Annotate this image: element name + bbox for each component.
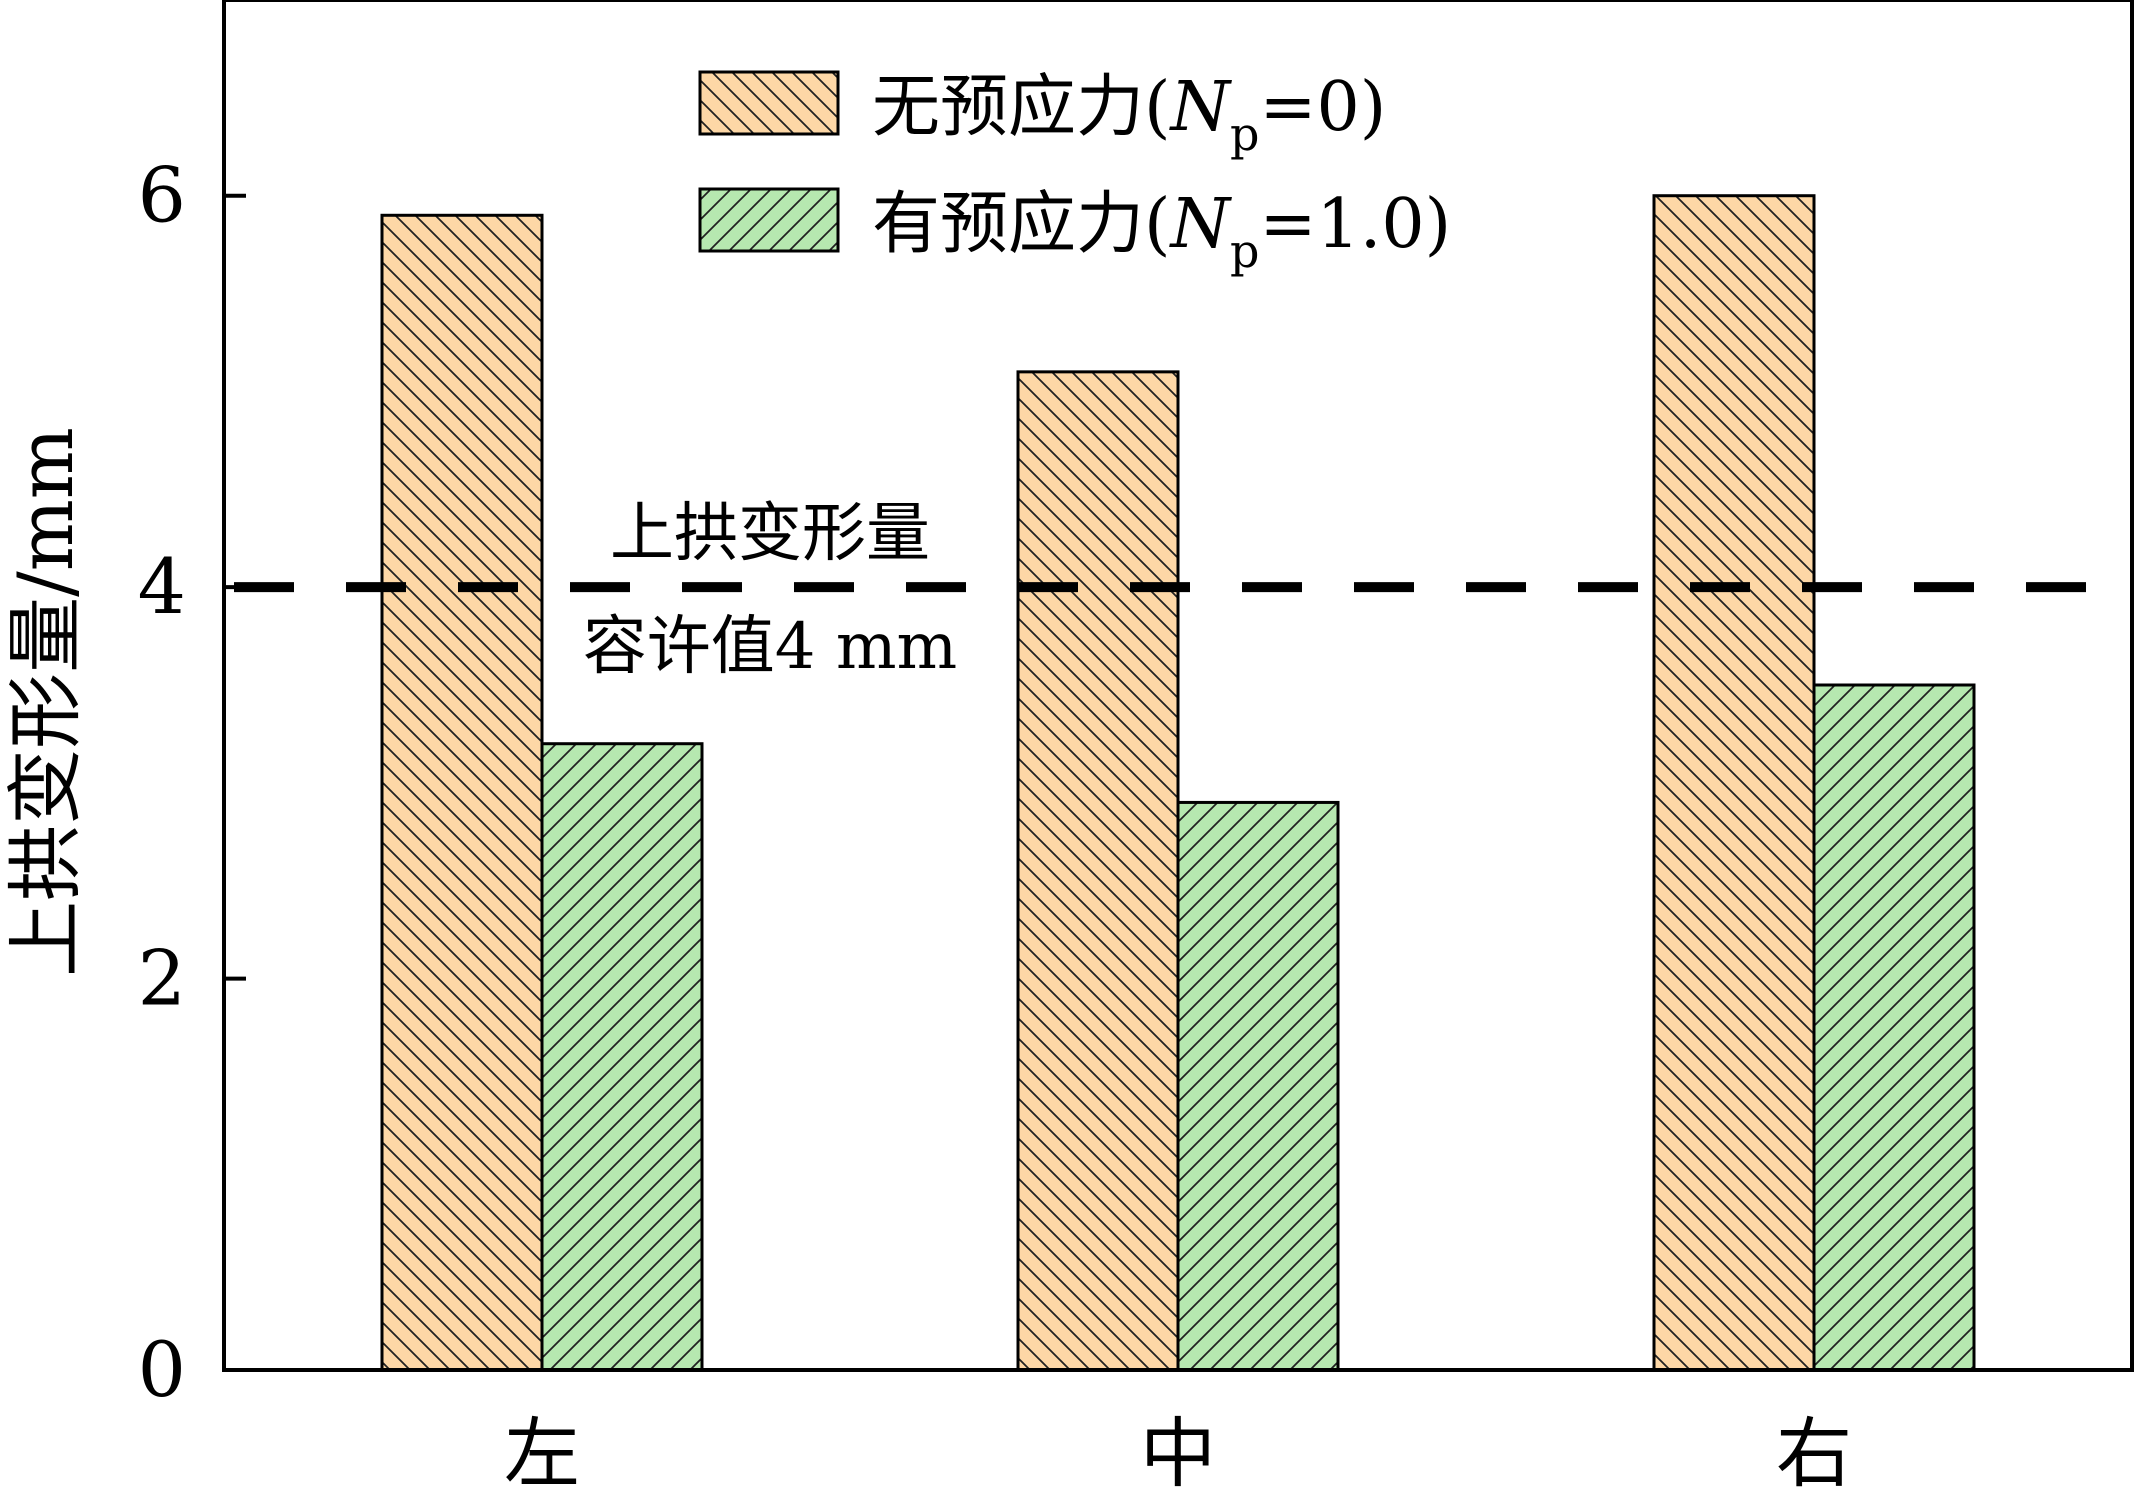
y-axis-ticks: 0 2 4 6 (138, 151, 246, 1414)
category-label: 左 (504, 1409, 580, 1493)
y-axis-label: 上拱变形量/mm (1, 427, 90, 977)
annotation-line-2: 容许值4 mm (583, 610, 957, 684)
legend-label: 有预应力(Np=1.0) (872, 185, 1451, 278)
bar-prestress-1 (1176, 800, 1340, 1372)
bar-no-prestress-1 (1016, 370, 1180, 1372)
category-label: 右 (1776, 1409, 1852, 1493)
bars (380, 194, 1976, 1372)
y-tick-label: 6 (138, 151, 186, 240)
legend-item: 无预应力(Np=0) (698, 68, 1386, 161)
legend: 无预应力(Np=0) 有预应力(Np=1.0) (698, 68, 1451, 278)
plot-area-frame (222, 0, 2134, 1372)
bar-no-prestress-2 (1652, 194, 1816, 1372)
bar-prestress-0 (540, 742, 704, 1372)
y-tick-label: 4 (138, 542, 186, 631)
bar-no-prestress-0 (380, 213, 544, 1372)
allowable-limit-annotation: 上拱变形量 容许值4 mm (583, 497, 957, 684)
y-tick-label: 0 (138, 1325, 186, 1414)
bar-prestress-2 (1812, 683, 1976, 1372)
legend-label: 无预应力(Np=0) (872, 68, 1386, 161)
y-tick-label: 2 (138, 934, 186, 1023)
legend-item: 有预应力(Np=1.0) (698, 185, 1451, 278)
category-label: 中 (1140, 1409, 1216, 1493)
annotation-line-1: 上拱变形量 (610, 497, 930, 571)
x-axis-categories: 左中右 (504, 1409, 1852, 1493)
